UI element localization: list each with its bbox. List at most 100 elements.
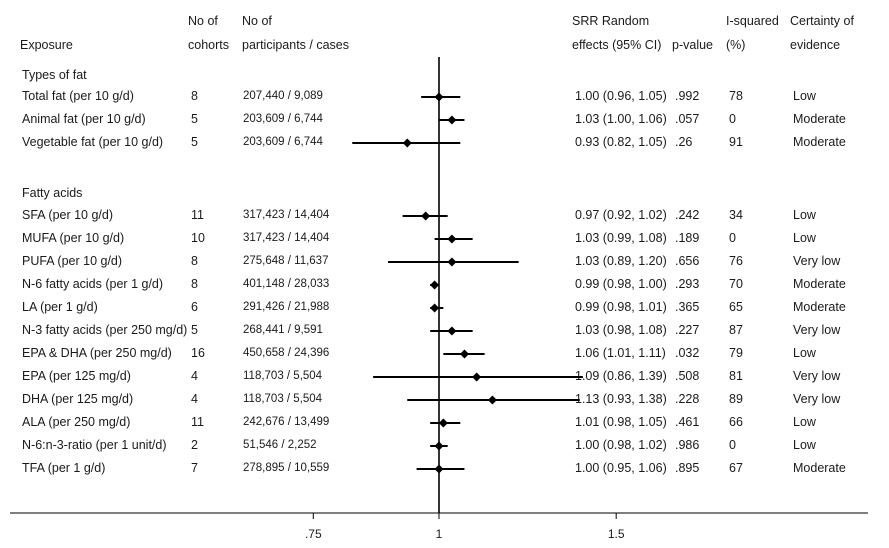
- exposure-label: SFA (per 10 g/d): [22, 208, 114, 222]
- isquared-value: 89: [729, 392, 743, 406]
- p-value: .189: [675, 231, 700, 245]
- p-value: .365: [675, 300, 700, 314]
- x-tick-label: 1: [436, 527, 443, 541]
- header-cohorts-line1: No of: [188, 14, 218, 28]
- cohorts-value: 11: [191, 415, 204, 429]
- certainty-value: Low: [793, 231, 816, 245]
- point-estimate-marker: [430, 303, 440, 313]
- srr-ci-value: 1.00 (0.96, 1.05): [575, 89, 667, 103]
- srr-ci-value: 1.03 (0.99, 1.08): [575, 231, 667, 245]
- certainty-value: Moderate: [793, 112, 846, 126]
- participants-value: 203,609 / 6,744: [243, 113, 323, 125]
- point-estimate-marker: [402, 138, 412, 148]
- header-isquared-line1: I-squared: [726, 14, 779, 28]
- exposure-label: EPA (per 125 mg/d): [22, 369, 131, 383]
- srr-ci-value: 1.09 (0.86, 1.39): [575, 369, 667, 383]
- srr-ci-value: 1.03 (0.98, 1.08): [575, 323, 667, 337]
- isquared-value: 91: [729, 135, 743, 149]
- srr-ci-value: 0.97 (0.92, 1.02): [575, 208, 667, 222]
- cohorts-value: 5: [191, 135, 198, 149]
- certainty-value: Very low: [793, 369, 841, 383]
- p-value: .656: [675, 254, 700, 268]
- exposure-label: Animal fat (per 10 g/d): [22, 112, 146, 126]
- cohorts-value: 8: [191, 89, 198, 103]
- cohorts-value: 2: [191, 438, 198, 452]
- srr-ci-value: 1.01 (0.98, 1.05): [575, 415, 667, 429]
- exposure-label: N-6:n-3-ratio (per 1 unit/d): [22, 438, 167, 452]
- point-estimate-marker: [447, 326, 457, 336]
- point-estimate-marker: [434, 92, 444, 102]
- isquared-value: 87: [729, 323, 743, 337]
- isquared-value: 0: [729, 231, 736, 245]
- point-estimate-marker: [447, 257, 457, 267]
- srr-ci-value: 1.00 (0.98, 1.02): [575, 438, 667, 452]
- participants-value: 118,703 / 5,504: [243, 393, 323, 405]
- isquared-value: 79: [729, 346, 743, 360]
- header-pvalue: p-value: [672, 38, 713, 52]
- cohorts-value: 10: [191, 231, 205, 245]
- certainty-value: Very low: [793, 323, 841, 337]
- participants-value: 317,423 / 14,404: [243, 209, 330, 221]
- header-srr-line2: effects (95% CI): [572, 38, 662, 52]
- exposure-label: PUFA (per 10 g/d): [22, 254, 123, 268]
- certainty-value: Low: [793, 438, 816, 452]
- cohorts-value: 5: [191, 323, 198, 337]
- exposure-label: ALA (per 250 mg/d): [22, 415, 131, 429]
- participants-value: 242,676 / 13,499: [243, 416, 330, 428]
- participants-value: 207,440 / 9,089: [243, 90, 323, 102]
- certainty-value: Moderate: [793, 461, 846, 475]
- exposure-label: EPA & DHA (per 250 mg/d): [22, 346, 172, 360]
- isquared-value: 65: [729, 300, 743, 314]
- section-types-of-fat: Types of fat: [22, 68, 87, 82]
- header-participants-line2: participants / cases: [242, 38, 349, 52]
- participants-value: 450,658 / 24,396: [243, 347, 330, 359]
- exposure-label: N-3 fatty acids (per 250 mg/d): [22, 323, 188, 337]
- p-value: .032: [675, 346, 700, 360]
- p-value: .057: [675, 112, 700, 126]
- participants-value: 203,609 / 6,744: [243, 136, 323, 148]
- certainty-value: Low: [793, 89, 816, 103]
- header-srr-line1: SRR Random: [572, 14, 650, 28]
- exposure-label: Total fat (per 10 g/d): [22, 89, 134, 103]
- section-fatty-acids: Fatty acids: [22, 186, 83, 200]
- point-estimate-marker: [447, 234, 457, 244]
- p-value: .228: [675, 392, 700, 406]
- p-value: .992: [675, 89, 700, 103]
- isquared-value: 66: [729, 415, 743, 429]
- header-certainty-line2: evidence: [790, 38, 841, 52]
- exposure-label: TFA (per 1 g/d): [22, 461, 106, 475]
- isquared-value: 0: [729, 438, 736, 452]
- participants-value: 275,648 / 11,637: [243, 255, 329, 267]
- cohorts-value: 8: [191, 254, 198, 268]
- p-value: .461: [675, 415, 700, 429]
- participants-value: 118,703 / 5,504: [243, 370, 323, 382]
- isquared-value: 0: [729, 112, 736, 126]
- point-estimate-marker: [438, 418, 448, 428]
- point-estimate-marker: [430, 280, 440, 290]
- p-value: .242: [675, 208, 700, 222]
- point-estimate-marker: [487, 395, 497, 405]
- isquared-value: 81: [729, 369, 743, 383]
- p-value: .227: [675, 323, 700, 337]
- participants-value: 401,148 / 28,033: [243, 278, 330, 290]
- participants-value: 278,895 / 10,559: [243, 462, 330, 474]
- isquared-value: 70: [729, 277, 743, 291]
- header-exposure: Exposure: [20, 38, 73, 52]
- cohorts-value: 4: [191, 369, 198, 383]
- exposure-label: MUFA (per 10 g/d): [22, 231, 125, 245]
- point-estimate-marker: [434, 441, 444, 451]
- certainty-value: Moderate: [793, 135, 846, 149]
- header-cohorts-line2: cohorts: [188, 38, 229, 52]
- certainty-value: Low: [793, 208, 816, 222]
- point-estimate-marker: [421, 211, 431, 221]
- srr-ci-value: 1.00 (0.95, 1.06): [575, 461, 667, 475]
- srr-ci-value: 0.99 (0.98, 1.00): [575, 277, 667, 291]
- certainty-value: Moderate: [793, 277, 846, 291]
- isquared-value: 34: [729, 208, 743, 222]
- point-estimate-marker: [447, 115, 457, 125]
- srr-ci-value: 0.99 (0.98, 1.01): [575, 300, 667, 314]
- srr-ci-value: 1.13 (0.93, 1.38): [575, 392, 667, 406]
- isquared-value: 78: [729, 89, 743, 103]
- p-value: .293: [675, 277, 700, 291]
